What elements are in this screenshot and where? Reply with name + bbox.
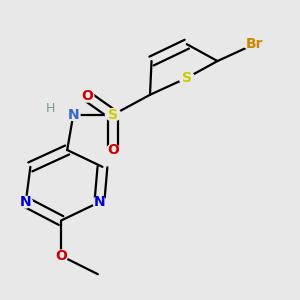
Text: O: O — [81, 89, 93, 103]
Ellipse shape — [106, 144, 121, 156]
Text: O: O — [107, 143, 119, 157]
Text: O: O — [55, 249, 67, 263]
Text: N: N — [94, 195, 105, 209]
Ellipse shape — [80, 90, 94, 103]
Ellipse shape — [105, 108, 122, 122]
Ellipse shape — [92, 196, 107, 208]
Ellipse shape — [243, 38, 266, 51]
Text: H: H — [46, 102, 55, 115]
Ellipse shape — [66, 108, 81, 121]
Ellipse shape — [54, 249, 68, 262]
Ellipse shape — [178, 71, 195, 85]
Text: Br: Br — [245, 37, 263, 51]
Text: S: S — [182, 71, 192, 85]
Text: N: N — [68, 108, 79, 122]
Text: N: N — [20, 195, 32, 209]
Text: S: S — [108, 108, 118, 122]
Ellipse shape — [18, 196, 33, 208]
